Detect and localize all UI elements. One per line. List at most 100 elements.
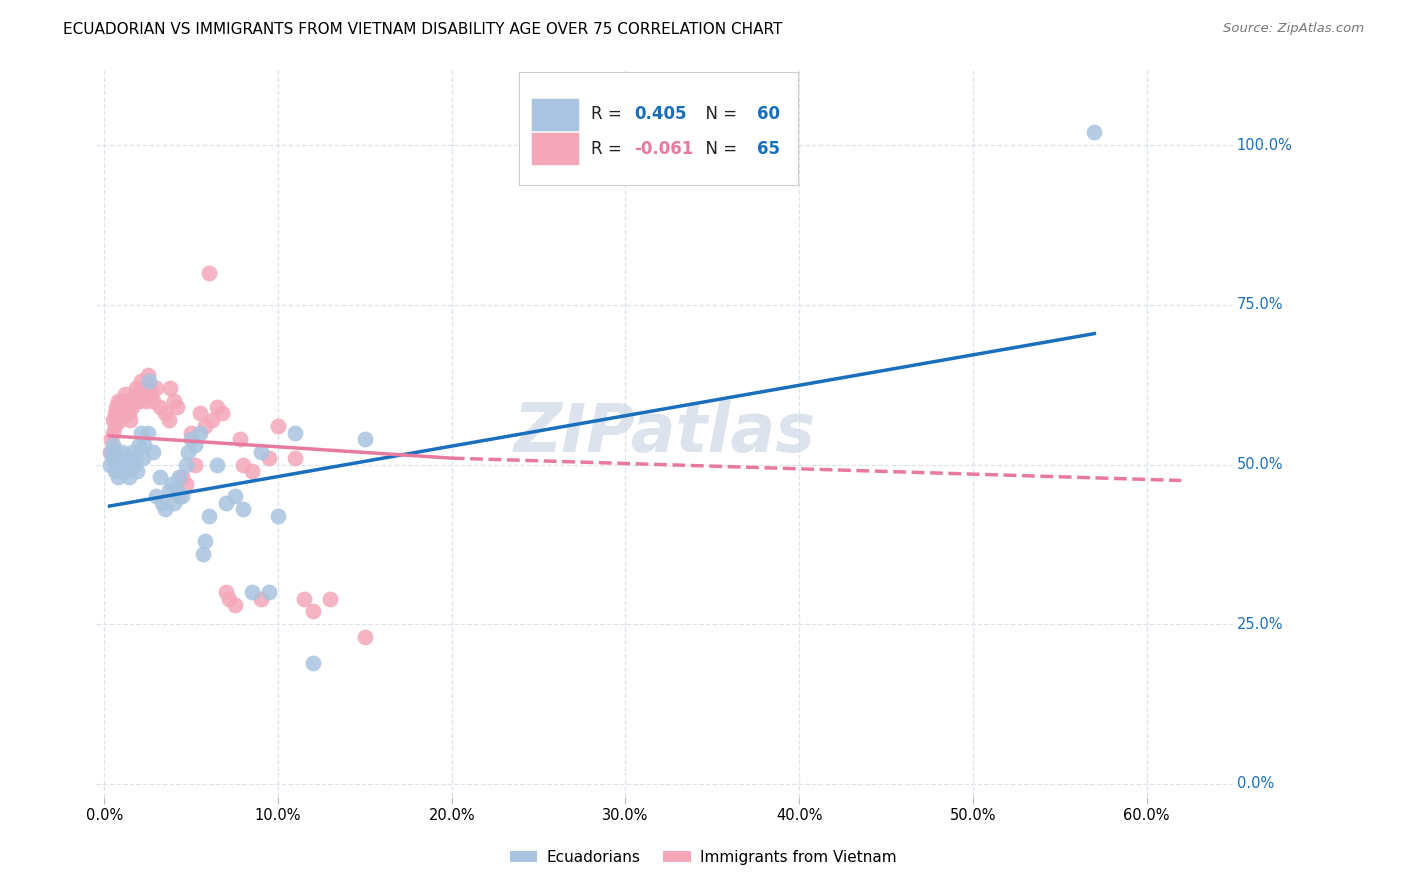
Point [353, 432, 375, 446]
Point [284, 425, 307, 440]
Point [150, 496, 173, 510]
Point [232, 458, 254, 472]
Point [180, 425, 202, 440]
Point [240, 464, 263, 478]
Text: 25.0%: 25.0% [1237, 616, 1284, 632]
Point [127, 464, 149, 478]
Point [108, 464, 131, 478]
Point [111, 444, 134, 458]
Point [112, 451, 135, 466]
Point [127, 387, 149, 401]
Point [120, 451, 142, 466]
Point [128, 393, 150, 408]
Point [319, 591, 342, 606]
Point [120, 413, 142, 427]
Point [163, 393, 186, 408]
Point [284, 451, 307, 466]
Point [153, 502, 176, 516]
Point [104, 406, 127, 420]
Point [101, 451, 124, 466]
Point [107, 393, 129, 408]
Point [129, 425, 152, 440]
Point [224, 598, 246, 612]
Point [353, 630, 375, 644]
Point [107, 458, 129, 472]
Point [211, 406, 233, 420]
Point [172, 490, 194, 504]
Point [117, 470, 139, 484]
Point [232, 502, 254, 516]
Text: 100.0%: 100.0% [1237, 137, 1292, 153]
Text: R =: R = [591, 140, 627, 158]
Point [107, 406, 129, 420]
Text: 0.405: 0.405 [634, 105, 686, 123]
Text: N =: N = [695, 140, 742, 158]
Point [167, 470, 190, 484]
Point [142, 393, 165, 408]
Point [215, 585, 238, 599]
Point [111, 458, 134, 472]
Point [172, 470, 194, 484]
Point [240, 585, 263, 599]
Text: N =: N = [695, 105, 742, 123]
Point [188, 425, 211, 440]
Point [128, 438, 150, 452]
Point [176, 444, 198, 458]
Point [194, 419, 217, 434]
FancyBboxPatch shape [531, 97, 579, 131]
Point [112, 400, 135, 414]
Text: 50.0%: 50.0% [1237, 457, 1284, 472]
Text: 60: 60 [756, 105, 780, 123]
Point [138, 375, 160, 389]
Point [101, 425, 124, 440]
Text: ECUADORIAN VS IMMIGRANTS FROM VIETNAM DISABILITY AGE OVER 75 CORRELATION CHART: ECUADORIAN VS IMMIGRANTS FROM VIETNAM DI… [63, 22, 783, 37]
FancyBboxPatch shape [519, 72, 797, 185]
Point [197, 508, 219, 523]
Point [100, 444, 122, 458]
Point [153, 406, 176, 420]
Point [134, 438, 156, 452]
Point [142, 444, 165, 458]
Text: 75.0%: 75.0% [1237, 297, 1284, 312]
Point [183, 438, 205, 452]
Point [115, 393, 138, 408]
Point [104, 464, 127, 478]
Point [138, 381, 160, 395]
Point [166, 400, 188, 414]
Point [98, 458, 121, 472]
Point [131, 451, 153, 466]
Point [194, 534, 217, 549]
Point [108, 451, 131, 466]
Point [292, 591, 315, 606]
Point [157, 413, 180, 427]
Point [129, 375, 152, 389]
Point [259, 451, 281, 466]
Point [167, 490, 190, 504]
Legend: Ecuadorians, Immigrants from Vietnam: Ecuadorians, Immigrants from Vietnam [503, 844, 903, 871]
Text: -0.061: -0.061 [634, 140, 693, 158]
Point [136, 368, 159, 383]
Point [159, 381, 181, 395]
Point [105, 413, 128, 427]
Point [105, 444, 128, 458]
Point [101, 438, 124, 452]
Point [249, 444, 271, 458]
Point [193, 547, 215, 561]
Point [104, 419, 127, 434]
Point [136, 425, 159, 440]
Point [267, 419, 290, 434]
Text: R =: R = [591, 105, 627, 123]
Point [174, 476, 197, 491]
Point [301, 656, 323, 670]
Point [114, 464, 136, 478]
Point [224, 490, 246, 504]
Point [1083, 125, 1105, 139]
Point [121, 444, 143, 458]
Point [201, 413, 224, 427]
Point [117, 406, 139, 420]
Point [107, 470, 129, 484]
Point [105, 400, 128, 414]
Point [145, 381, 167, 395]
Point [105, 451, 128, 466]
Point [174, 458, 197, 472]
